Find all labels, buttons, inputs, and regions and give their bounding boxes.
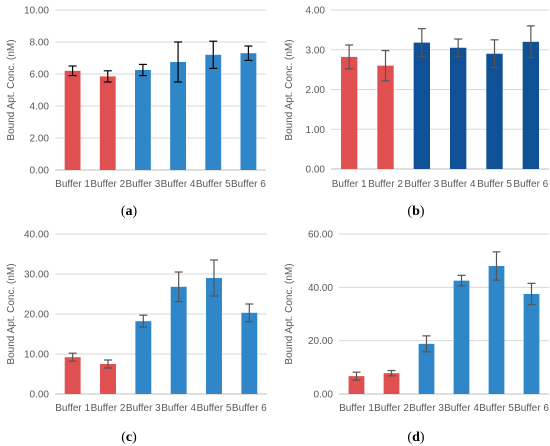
bar — [240, 53, 257, 171]
bar — [170, 286, 187, 394]
x-tick-label: Buffer 5 — [479, 403, 514, 414]
y-axis-label: Bound Apt. Conc. (nM) — [284, 39, 295, 140]
bar — [488, 266, 505, 394]
y-tick-label: 3.00 — [306, 45, 326, 56]
y-tick-label: 30.00 — [24, 270, 49, 281]
y-axis-label: Bound Apt. Conc. (nM) — [6, 263, 17, 364]
y-tick-label: 10.00 — [24, 6, 49, 17]
x-tick-label: Buffer 5 — [197, 403, 232, 414]
bar — [64, 70, 81, 170]
x-tick-label: Buffer 6 — [514, 403, 549, 414]
y-axis-label: Bound Apt. Conc. (nM) — [284, 263, 295, 364]
bar — [383, 373, 400, 394]
y-tick-label: 2.00 — [30, 134, 50, 145]
caption-c: (c) — [121, 430, 137, 445]
y-tick-label: 0.00 — [314, 390, 334, 401]
y-tick-label: 20.00 — [308, 336, 333, 347]
chart-b: 0.00 1.00 2.00 3.00 4.00 Bound Apt. Conc. (nM… — [284, 6, 549, 190]
y-tick-label: 0.00 — [306, 165, 326, 176]
x-tick-label: Buffer 3 — [409, 403, 444, 414]
y-tick-label: 8.00 — [30, 38, 50, 49]
x-tick-label: Buffer 4 — [161, 403, 196, 414]
bar — [135, 70, 151, 170]
bar — [99, 76, 116, 170]
x-tick-label: Buffer 1 — [332, 179, 367, 190]
caption-b: (b) — [407, 204, 424, 219]
y-tick-label: 40.00 — [308, 283, 333, 294]
y-tick-label: 0.00 — [30, 166, 50, 177]
bar — [64, 357, 81, 394]
y-tick-label: 4.00 — [306, 6, 326, 17]
y-tick-label: 60.00 — [308, 230, 333, 241]
x-tick-label: Buffer 2 — [368, 179, 403, 190]
x-tick-label: Buffer 6 — [513, 179, 548, 190]
bar — [453, 280, 470, 394]
x-tick-label: Buffer 1 — [55, 179, 90, 190]
x-tick-label: Buffer 4 — [441, 179, 476, 190]
x-tick-label: Buffer 2 — [90, 179, 125, 190]
bar — [170, 62, 186, 170]
x-tick-label: Buffer 3 — [126, 403, 161, 414]
bar — [241, 312, 258, 394]
y-tick-label: 6.00 — [30, 70, 50, 81]
bar — [135, 321, 152, 394]
x-tick-label: Buffer 1 — [339, 403, 374, 414]
bar — [486, 53, 503, 169]
chart-a: 0.00 2.00 4.00 6.00 8.00 10.00 Bound Apt. Conc… — [6, 6, 266, 191]
x-tick-label: Buffer 1 — [55, 403, 90, 414]
x-tick-label: Buffer 3 — [125, 179, 160, 190]
x-tick-label: Buffer 5 — [477, 179, 512, 190]
bar — [418, 343, 435, 394]
y-tick-label: 40.00 — [24, 230, 49, 241]
x-tick-label: Buffer 6 — [232, 403, 267, 414]
chart-c: 0.00 10.00 20.00 30.00 40.00 Bound Apt. Conc.… — [6, 230, 267, 415]
caption-d: (d) — [407, 430, 424, 445]
x-tick-label: Buffer 4 — [161, 179, 196, 190]
y-tick-label: 0.00 — [30, 390, 50, 401]
y-tick-label: 2.00 — [306, 85, 326, 96]
x-tick-label: Buffer 4 — [444, 403, 479, 414]
x-tick-label: Buffer 2 — [91, 403, 126, 414]
y-tick-label: 1.00 — [306, 125, 326, 136]
y-tick-label: 10.00 — [24, 350, 49, 361]
y-axis-label: Bound Apt. Conc. (nM) — [6, 39, 17, 140]
bar — [206, 278, 222, 394]
y-tick-label: 4.00 — [30, 102, 50, 113]
bar — [100, 364, 116, 394]
bar — [413, 42, 431, 169]
bar — [523, 294, 540, 394]
bar — [340, 56, 358, 169]
bar — [522, 41, 540, 169]
y-tick-label: 20.00 — [24, 310, 49, 321]
x-tick-label: Buffer 2 — [374, 403, 409, 414]
chart-d: 0.00 20.00 40.00 60.00 Bound Apt. Conc. (nM)… — [284, 230, 549, 415]
bar — [449, 47, 467, 170]
x-tick-label: Buffer 3 — [404, 179, 439, 190]
bar — [377, 65, 394, 169]
x-tick-label: Buffer 5 — [196, 179, 231, 190]
caption-a: (a) — [121, 204, 138, 219]
x-tick-label: Buffer 6 — [231, 179, 266, 190]
bar — [205, 54, 222, 170]
